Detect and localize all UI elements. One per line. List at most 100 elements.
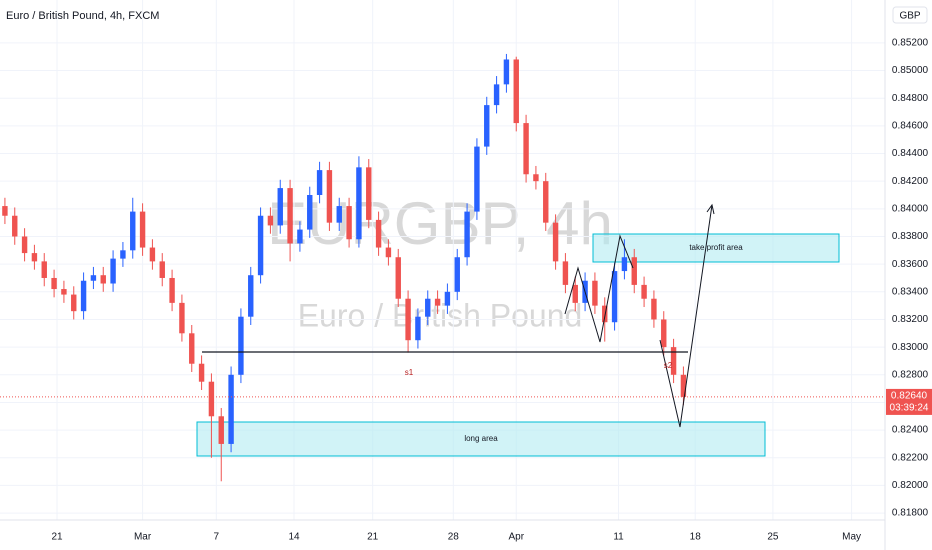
y-tick-label: 0.84600: [892, 120, 929, 131]
candle-body: [405, 298, 411, 341]
y-tick-label: 0.83200: [892, 314, 929, 325]
x-tick-label: 21: [51, 532, 63, 543]
y-tick-label: 0.82400: [892, 425, 929, 436]
candle-body: [169, 277, 175, 303]
candle-body: [366, 167, 372, 220]
candle-body: [395, 257, 401, 299]
x-tick-label: Mar: [134, 532, 152, 543]
axis: 0.85200 0.85000 0.84800 0.84600 0.84400 0.842…: [51, 38, 932, 543]
candle-body: [533, 174, 539, 182]
countdown: 03:39:24: [890, 403, 929, 414]
x-tick-label: Apr: [508, 532, 524, 543]
candle-body: [464, 211, 470, 258]
candle-body: [159, 261, 165, 278]
y-tick-label: 0.81800: [892, 508, 929, 519]
candle-body: [277, 188, 283, 226]
candle-body: [287, 188, 293, 244]
currency-box: [892, 6, 928, 24]
candle-body: [375, 219, 382, 248]
y-tick-label: 0.83600: [892, 259, 929, 270]
candle-body: [611, 271, 618, 323]
candle-body: [51, 277, 57, 290]
candle-body: [80, 280, 87, 312]
candle-body: [130, 211, 136, 251]
candle-body: [297, 229, 303, 244]
candle-body: [90, 275, 97, 281]
arrow-head: [706, 203, 715, 215]
candle-body: [592, 280, 598, 306]
x-tick-label: 28: [448, 532, 460, 543]
long-label: long area: [464, 434, 498, 443]
candle-body: [474, 146, 480, 212]
candle-body: [562, 261, 569, 285]
candle-body: [680, 374, 687, 397]
candle-body: [346, 206, 352, 240]
long-box: [196, 421, 766, 457]
watermark: EURGBP, 4h: [267, 190, 613, 257]
last-price-box: [886, 388, 932, 415]
candle-body: [110, 258, 116, 284]
candle-body: [120, 250, 126, 259]
symbol-title: Euro / British Pound, 4h, FXCM: [6, 10, 159, 22]
y-tick-label: 0.82200: [892, 452, 929, 463]
candle-body: [356, 167, 362, 240]
candle-body: [641, 284, 647, 299]
take-profit-label: take profit area: [689, 243, 743, 252]
candle-body: [218, 416, 224, 444]
x-tick-label: May: [842, 532, 861, 543]
candles: [0, 53, 885, 482]
candle-body: [385, 247, 392, 258]
candle-body: [326, 170, 333, 223]
x-tick-label: 14: [288, 532, 300, 543]
candle-body: [621, 257, 628, 272]
s1-label: s1: [405, 368, 414, 377]
projection-line: [659, 204, 713, 428]
candle-body: [139, 211, 146, 248]
candle-body: [307, 195, 313, 230]
candle-body: [415, 316, 421, 341]
x-tick-label: 18: [690, 532, 702, 543]
candle-body: [503, 59, 510, 85]
pattern-line: [564, 234, 634, 343]
candle-body: [198, 363, 205, 382]
candle-body: [444, 291, 451, 306]
candle-body: [631, 257, 637, 285]
y-tick-label: 0.83000: [892, 342, 929, 353]
x-tick-label: 21: [367, 532, 379, 543]
s2-label: s2: [664, 361, 673, 370]
candle-body: [257, 215, 264, 276]
candle-body: [21, 236, 28, 254]
candle-body: [434, 298, 441, 306]
x-tick-label: 7: [214, 532, 220, 543]
y-tick-label: 0.84000: [892, 203, 929, 214]
candle-body: [523, 123, 529, 175]
candle-body: [552, 222, 559, 262]
candle-body: [543, 181, 549, 223]
x-tick-label: 25: [767, 532, 779, 543]
y-tick-label: 0.85200: [892, 38, 929, 49]
y-tick-label: 0.84400: [892, 148, 929, 159]
y-tick-label: 0.85000: [892, 65, 929, 76]
candle-body: [316, 170, 323, 195]
candle-body: [493, 84, 500, 106]
candle-body: [12, 215, 18, 237]
candle-body: [41, 261, 47, 278]
candle-body: [267, 215, 274, 226]
y-tick-label: 0.82800: [892, 369, 929, 380]
candle-body: [208, 381, 215, 417]
y-tick-label: 0.83800: [892, 231, 929, 242]
currency: GBP: [899, 11, 920, 22]
candle-body: [336, 206, 342, 223]
candle-body: [454, 257, 460, 292]
candle-body: [661, 319, 667, 348]
candle-body: [228, 374, 234, 444]
candle-body: [670, 347, 677, 375]
candle-body: [100, 275, 106, 284]
y-tick-label: 0.82000: [892, 480, 929, 491]
candle-body: [602, 305, 608, 323]
candle-body: [572, 284, 578, 303]
candle-body: [513, 59, 519, 124]
candle-body: [425, 298, 431, 317]
y-tick-label: 0.84200: [892, 176, 929, 187]
